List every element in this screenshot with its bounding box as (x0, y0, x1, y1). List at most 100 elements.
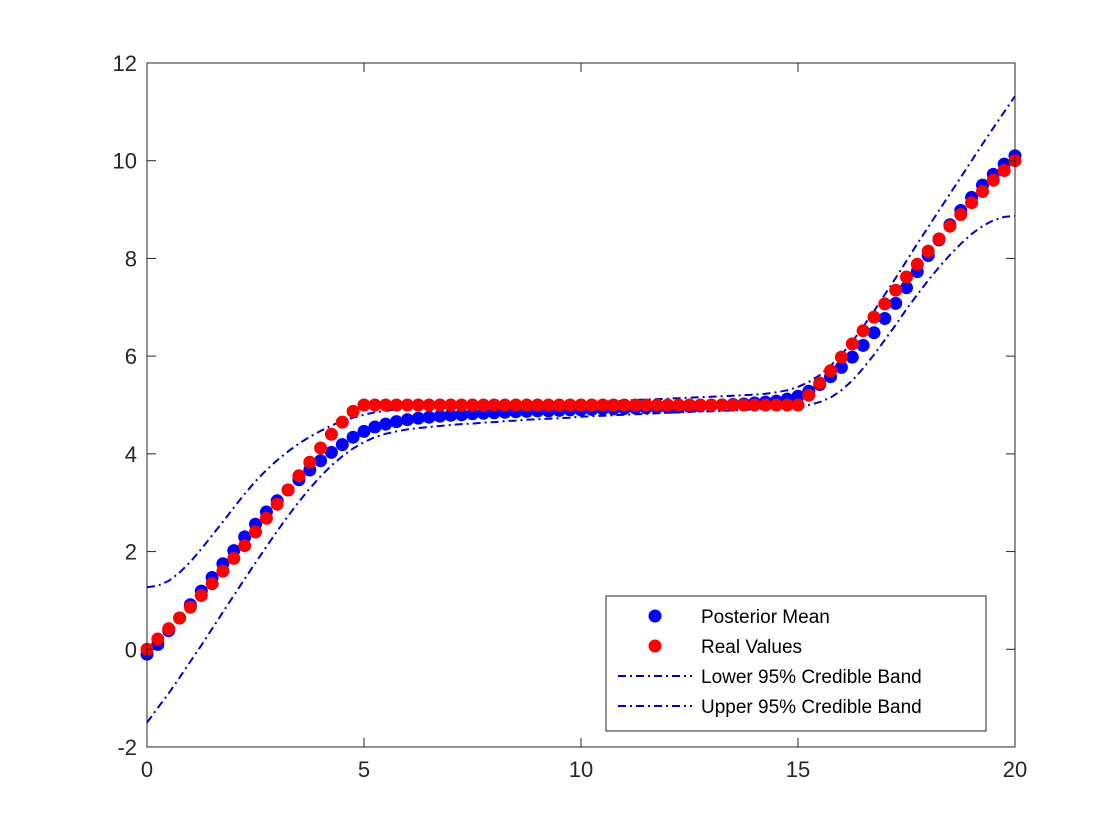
data-point (552, 398, 566, 412)
data-point (324, 445, 338, 459)
y-tick-label: 0 (125, 637, 137, 662)
legend-marker (648, 639, 662, 653)
data-point (683, 398, 696, 412)
series-real-values (140, 154, 1022, 656)
data-point (357, 398, 371, 412)
legend-label: Real Values (701, 637, 802, 658)
data-point (834, 350, 848, 364)
data-point (335, 415, 349, 429)
data-point (162, 622, 176, 636)
data-point (867, 326, 881, 340)
data-point (531, 398, 545, 412)
data-point (856, 338, 870, 352)
data-point (997, 164, 1011, 177)
y-tick-label: -2 (117, 735, 137, 760)
data-point (693, 398, 707, 412)
legend-box (605, 595, 987, 732)
legend-item-upper-95-credible-band: Upper 95% Credible Band (618, 697, 922, 718)
data-point (324, 427, 338, 441)
data-point (390, 415, 403, 429)
data-point (900, 281, 913, 295)
data-point (596, 398, 610, 412)
data-point (444, 398, 458, 412)
data-point (813, 376, 827, 390)
data-point (715, 398, 729, 412)
x-tick-label: 20 (1003, 757, 1027, 782)
data-point (379, 398, 393, 412)
y-tick-label: 6 (125, 344, 137, 369)
data-point (878, 312, 892, 325)
data-point (639, 398, 653, 412)
legend-label: Upper 95% Credible Band (701, 697, 922, 718)
data-point (878, 297, 892, 311)
y-tick-label: 4 (125, 442, 137, 467)
data-point (227, 551, 241, 565)
data-point (889, 283, 903, 297)
data-point (357, 424, 371, 438)
data-point (379, 417, 393, 431)
data-point (661, 398, 675, 412)
data-point (910, 257, 924, 271)
data-point (856, 324, 870, 338)
legend-item-lower-95-credible-band: Lower 95% Credible Band (618, 667, 922, 688)
data-point (986, 173, 1000, 187)
data-point (455, 398, 469, 412)
data-point (249, 525, 262, 539)
data-point (509, 398, 523, 412)
data-point (650, 398, 664, 412)
data-point (270, 497, 284, 511)
data-point (335, 438, 349, 452)
data-point (845, 350, 859, 364)
data-point (845, 337, 859, 351)
legend-item-real-values: Real Values (648, 637, 802, 658)
data-point (411, 411, 425, 425)
data-point (726, 398, 740, 412)
x-tick-label: 15 (786, 757, 810, 782)
data-point (737, 398, 751, 412)
data-point (466, 398, 479, 412)
data-point (444, 408, 458, 422)
data-point (455, 408, 469, 422)
data-point (411, 398, 425, 412)
data-point (314, 454, 328, 468)
y-tick-label: 2 (125, 540, 137, 565)
data-point (672, 398, 686, 412)
data-point (921, 244, 935, 258)
data-point (346, 404, 360, 418)
data-point (238, 539, 252, 553)
data-point (965, 196, 979, 210)
data-point (617, 398, 631, 412)
data-point (487, 398, 501, 412)
data-point (769, 398, 783, 412)
data-point (303, 455, 317, 469)
data-point (292, 469, 306, 483)
data-point (151, 632, 165, 646)
data-point (400, 398, 414, 412)
data-point (498, 398, 512, 412)
y-tick-label: 10 (113, 149, 137, 174)
data-point (780, 398, 794, 412)
data-point (607, 398, 620, 412)
data-point (422, 398, 436, 412)
data-point (824, 364, 837, 378)
x-tick-label: 10 (569, 757, 593, 782)
data-point (542, 398, 555, 412)
data-point (976, 185, 989, 198)
data-point (585, 398, 599, 412)
data-point (574, 398, 588, 412)
data-point (476, 398, 490, 412)
data-point (759, 398, 772, 412)
legend-marker (648, 609, 662, 623)
data-point (520, 398, 534, 412)
data-point (368, 420, 382, 434)
series-line-lower-95-credible-band (146, 214, 1016, 724)
data-point (194, 589, 208, 602)
data-point (900, 270, 913, 284)
legend-item-posterior-mean: Posterior Mean (648, 607, 830, 628)
legend-label: Posterior Mean (701, 607, 830, 628)
data-point (390, 398, 403, 412)
data-point (314, 441, 328, 455)
legend: Posterior Mean Real Values Lower 95% Credi… (605, 595, 987, 732)
